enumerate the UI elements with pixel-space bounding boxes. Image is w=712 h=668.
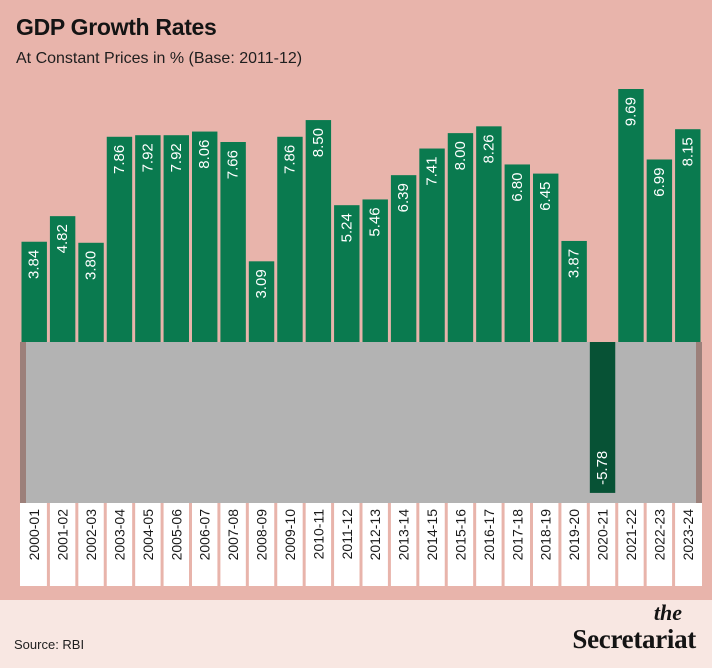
category-label-2004-05: 2004-05 (140, 509, 156, 561)
bar-2009-10 (277, 136, 303, 342)
bar-2015-16 (447, 133, 474, 342)
bar-2012-13 (362, 199, 388, 342)
category-label-2014-15: 2014-15 (424, 509, 440, 561)
category-label-2019-20: 2019-20 (566, 509, 582, 561)
category-label-2017-18: 2017-18 (509, 509, 525, 561)
data-label-2011-12: 5.24 (338, 213, 355, 242)
bar-2011-12 (334, 205, 360, 342)
data-label-2012-13: 5.46 (367, 207, 384, 236)
data-label-2020-21: -5.78 (594, 451, 611, 485)
category-label-2016-17: 2016-17 (481, 509, 497, 561)
source-note: Source: RBI (14, 637, 85, 652)
category-label-2020-21: 2020-21 (595, 509, 611, 561)
chart-subtitle: At Constant Prices in % (Base: 2011-12) (16, 50, 303, 67)
category-label-2001-02: 2001-02 (55, 509, 71, 561)
bar-2022-23 (646, 159, 673, 342)
data-label-2000-01: 3.84 (26, 250, 43, 279)
data-label-2006-07: 8.06 (196, 140, 213, 169)
category-label-2007-08: 2007-08 (225, 509, 241, 561)
data-label-2010-11: 8.50 (310, 128, 327, 157)
category-label-2009-10: 2009-10 (282, 509, 298, 561)
bar-2006-07 (192, 131, 218, 342)
band-left-edge (20, 342, 26, 503)
bar-2016-17 (476, 126, 502, 342)
footer: Source: RBI the Secretariat (0, 600, 712, 668)
data-label-2001-02: 4.82 (54, 224, 71, 253)
data-label-2003-04: 7.86 (111, 145, 128, 174)
brand-logo-name: Secretariat (572, 624, 696, 654)
category-label-2011-12: 2011-12 (339, 509, 355, 560)
data-label-2005-06: 7.92 (168, 143, 185, 172)
bar-2003-04 (106, 136, 133, 342)
data-label-2017-18: 6.80 (509, 172, 526, 201)
category-label-2005-06: 2005-06 (168, 509, 184, 561)
bar-2002-03 (78, 242, 104, 342)
bar-chart: 3.84 2000-01 4.82 2001-02 3.80 2002-03 7.86 200… (20, 89, 702, 586)
chart-title: GDP Growth Rates (16, 14, 217, 40)
data-label-2007-08: 7.66 (225, 150, 242, 179)
band-right-edge (696, 342, 702, 503)
category-label-2021-22: 2021-22 (623, 509, 639, 561)
bar-2023-24 (675, 129, 701, 342)
category-label-2018-19: 2018-19 (538, 509, 554, 561)
bar-2019-20 (561, 240, 587, 342)
brand-logo-the: the (653, 600, 682, 625)
category-label-2000-01: 2000-01 (26, 509, 42, 561)
data-label-2004-05: 7.92 (139, 143, 156, 172)
category-label-2013-14: 2013-14 (396, 509, 412, 561)
category-label-2003-04: 2003-04 (111, 509, 127, 561)
category-label-2006-07: 2006-07 (197, 509, 213, 561)
data-label-2021-22: 9.69 (622, 97, 639, 126)
category-label-2002-03: 2002-03 (83, 509, 99, 561)
category-label-2008-09: 2008-09 (254, 509, 270, 561)
data-label-2018-19: 6.45 (537, 182, 554, 211)
bar-2013-14 (390, 175, 417, 342)
data-label-2008-09: 3.09 (253, 269, 270, 298)
category-label-2023-24: 2023-24 (680, 509, 696, 561)
data-label-2023-24: 8.15 (679, 137, 696, 166)
category-label-2010-11: 2010-11 (310, 509, 326, 560)
bar-2000-01 (21, 241, 47, 342)
bar-2010-11 (305, 120, 332, 342)
negative-region-band (20, 342, 702, 503)
category-label-2015-16: 2015-16 (452, 509, 468, 561)
bar-2008-09 (248, 261, 275, 342)
data-label-2002-03: 3.80 (83, 251, 100, 280)
data-label-2015-16: 8.00 (452, 141, 469, 170)
data-label-2009-10: 7.86 (281, 145, 298, 174)
bar-2001-02 (49, 216, 76, 342)
data-label-2013-14: 6.39 (395, 183, 412, 212)
category-label-2012-13: 2012-13 (367, 509, 383, 561)
bar-2021-22 (618, 89, 644, 342)
bar-2020-21 (589, 342, 616, 493)
bar-2014-15 (419, 148, 445, 342)
data-label-2016-17: 8.26 (480, 134, 497, 163)
bar-2004-05 (135, 135, 161, 342)
bar-2005-06 (163, 135, 189, 342)
bar-2007-08 (220, 142, 246, 342)
bar-2017-18 (504, 164, 530, 342)
bar-2018-19 (533, 173, 559, 342)
category-label-2022-23: 2022-23 (651, 509, 667, 561)
data-label-2019-20: 3.87 (566, 249, 583, 278)
data-label-2014-15: 7.41 (424, 157, 441, 186)
data-label-2022-23: 6.99 (651, 167, 668, 196)
